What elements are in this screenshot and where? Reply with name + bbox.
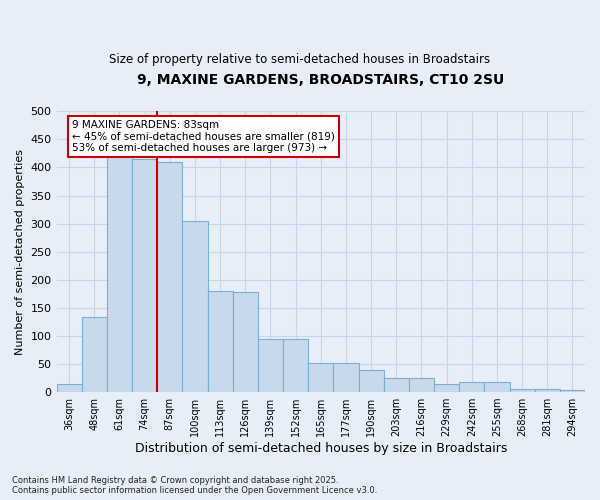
- Bar: [82, 318, 107, 392]
- Bar: [283, 338, 308, 392]
- Bar: [182, 221, 208, 392]
- Bar: [107, 156, 132, 392]
- Bar: [157, 162, 182, 392]
- Bar: [308, 363, 334, 392]
- Bar: [509, 390, 535, 392]
- Bar: [208, 291, 233, 392]
- Bar: [484, 382, 509, 392]
- Bar: [409, 378, 434, 392]
- Bar: [359, 370, 383, 392]
- Bar: [383, 378, 409, 392]
- Text: Size of property relative to semi-detached houses in Broadstairs: Size of property relative to semi-detach…: [109, 52, 491, 66]
- Text: Contains HM Land Registry data © Crown copyright and database right 2025.
Contai: Contains HM Land Registry data © Crown c…: [12, 476, 377, 495]
- Bar: [535, 390, 560, 392]
- Y-axis label: Number of semi-detached properties: Number of semi-detached properties: [15, 148, 25, 354]
- Bar: [334, 363, 359, 392]
- Bar: [459, 382, 484, 392]
- Text: 9 MAXINE GARDENS: 83sqm
← 45% of semi-detached houses are smaller (819)
53% of s: 9 MAXINE GARDENS: 83sqm ← 45% of semi-de…: [73, 120, 335, 153]
- Bar: [560, 390, 585, 392]
- Bar: [132, 159, 157, 392]
- Bar: [434, 384, 459, 392]
- Bar: [56, 384, 82, 392]
- Title: 9, MAXINE GARDENS, BROADSTAIRS, CT10 2SU: 9, MAXINE GARDENS, BROADSTAIRS, CT10 2SU: [137, 72, 505, 86]
- Bar: [258, 338, 283, 392]
- Bar: [233, 292, 258, 392]
- X-axis label: Distribution of semi-detached houses by size in Broadstairs: Distribution of semi-detached houses by …: [134, 442, 507, 455]
